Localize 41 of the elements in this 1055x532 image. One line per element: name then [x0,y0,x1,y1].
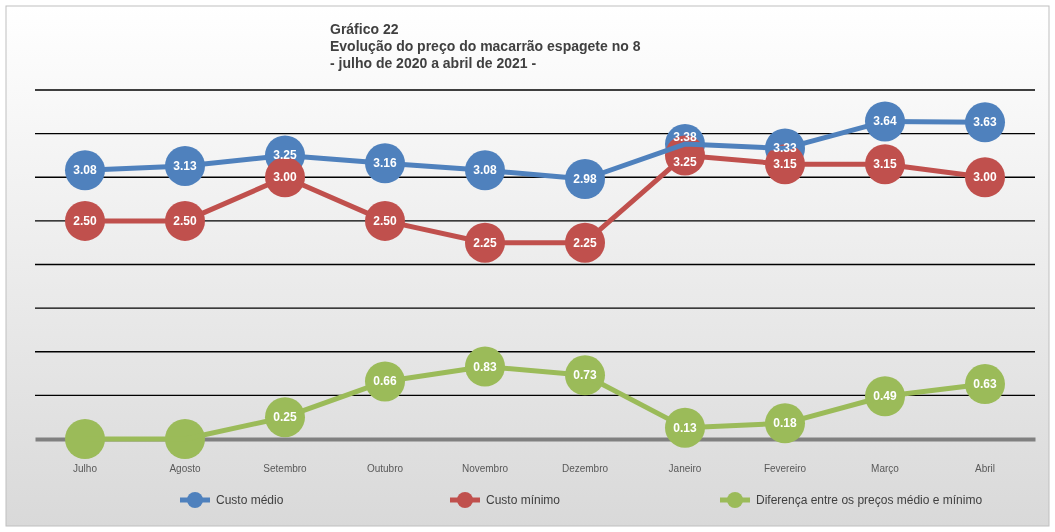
data-label: 2.50 [173,213,197,228]
x-tick-label: Novembro [461,463,509,475]
data-label: 3.00 [973,170,997,185]
x-tick-label: Março [871,463,900,475]
data-label: 2.25 [573,235,597,250]
data-label: 3.13 [173,158,197,173]
data-label: 3.08 [73,163,97,178]
data-label: 0.49 [873,389,897,404]
point [65,419,105,459]
data-label: 3.25 [273,148,297,163]
data-label: 3.15 [773,157,797,172]
x-tick-label: Abril [974,463,996,475]
data-label: 3.15 [873,157,897,172]
legend-label: Custo mínimo [486,493,561,507]
data-label: 2.25 [473,235,497,250]
data-label: 3.08 [473,163,497,178]
data-label: 0.63 [973,377,997,392]
data-label: 3.25 [673,155,697,170]
data-label: 2.50 [73,213,97,228]
x-tick-label: Fevereiro [763,463,807,475]
x-tick-label: Julho [73,463,98,475]
data-label: 0.13 [673,420,697,435]
data-label: 0.83 [473,359,497,374]
data-label: 3.00 [273,170,297,185]
x-tick-label: Janeiro [668,463,702,475]
x-tick-label: Agosto [169,463,201,475]
data-label: 0.18 [773,416,797,431]
legend-label: Diferença entre os preços médio e mínimo [756,493,983,507]
data-label: 0.66 [373,374,397,389]
data-label: 3.16 [373,156,397,171]
data-label: 3.64 [873,114,897,129]
x-tick-label: Setembro [263,463,308,475]
chart-title: Gráfico 22 Evolução do preço do macarrão espagete no 8 - julho de 2020 a abril de 2021 - [330,21,641,71]
x-tick-label: Outubro [366,463,404,475]
data-label: 2.98 [573,171,597,186]
x-tick-label: Dezembro [561,463,609,475]
data-label: 0.25 [273,410,297,425]
data-label: 3.63 [973,115,997,130]
data-label: 2.50 [373,213,397,228]
data-label: 0.73 [573,368,597,383]
legend-label: Custo médio [216,493,284,507]
